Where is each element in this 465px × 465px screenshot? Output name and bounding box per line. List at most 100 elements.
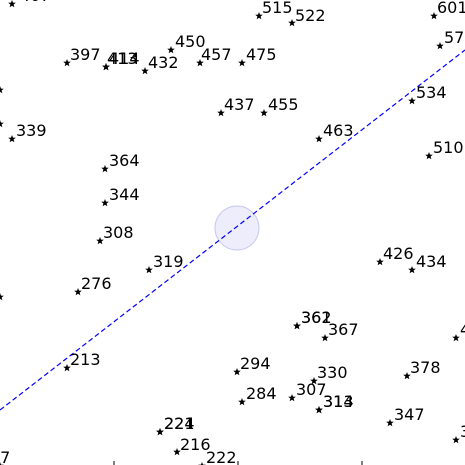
star-marker: 3 [452, 422, 465, 444]
star-marker: 434 [408, 252, 447, 274]
star-label: 294 [240, 354, 271, 373]
star-icon [63, 59, 71, 67]
star-icon [101, 165, 109, 173]
star-icon [293, 322, 301, 330]
star-marker: 216 [173, 435, 211, 456]
star-label: 578 [444, 28, 465, 47]
star-label: 457 [201, 45, 232, 64]
star-icon [74, 288, 82, 296]
star-marker: 455 [260, 95, 299, 117]
star-label: 534 [416, 83, 447, 102]
star-label: 319 [153, 252, 184, 271]
star-icon [0, 293, 4, 301]
star-label: 437 [224, 95, 255, 114]
star-icon [198, 462, 206, 465]
star-label: 222 [206, 448, 237, 465]
star-marker: 1 [0, 78, 4, 97]
star-label: 221 [164, 414, 195, 433]
star-label: 339 [16, 121, 47, 140]
star-marker: 276 [74, 274, 112, 296]
star-icon [408, 266, 416, 274]
star-icon [63, 364, 71, 372]
star-label: 4 [460, 320, 465, 339]
star-label: 475 [246, 45, 277, 64]
star-marker: 515 [255, 0, 293, 20]
star-label: 367 [328, 320, 359, 339]
star-label: 213 [70, 350, 101, 369]
star-marker: 8 [0, 112, 4, 131]
star-icon [452, 334, 460, 342]
star-marker: 07 [0, 448, 10, 465]
star-label: 224 [164, 414, 195, 433]
star-label: 522 [295, 6, 326, 25]
star-icon [425, 152, 433, 160]
star-label: 284 [246, 384, 277, 403]
star-icon [101, 199, 109, 207]
star-marker: 397 [63, 45, 101, 67]
star-marker: 361 [293, 308, 332, 330]
star-label: 362 [301, 308, 332, 327]
bottom-axis-ticks [113, 461, 363, 465]
star-icon [0, 86, 4, 94]
star-marker: 347 [386, 405, 425, 427]
star-label: 515 [262, 0, 293, 17]
star-marker: 426 [376, 244, 414, 266]
star-icon [156, 428, 164, 436]
star-icon [321, 334, 329, 342]
star-icon [315, 406, 323, 414]
star-marker: 450 [167, 32, 206, 54]
star-icon [403, 372, 411, 380]
star-label: 313 [323, 392, 354, 411]
star-label: 314 [323, 392, 354, 411]
star-marker: 221 [156, 414, 195, 436]
star-icon [96, 237, 104, 245]
star-icon [217, 109, 225, 117]
star-icon [386, 419, 394, 427]
star-icon [167, 46, 175, 54]
star-icon [233, 368, 241, 376]
star-icon [0, 120, 4, 128]
star-icon [102, 63, 110, 71]
star-label: 3 [460, 422, 465, 441]
star-marker: 314 [315, 392, 354, 414]
star-marker: 213 [63, 350, 101, 372]
star-label: 361 [301, 308, 332, 327]
star-icon [310, 377, 318, 385]
star-label: 07 [0, 448, 10, 465]
star-label: 414 [109, 49, 140, 68]
star-marker: 308 [96, 223, 134, 245]
star-marker: 463 [315, 121, 354, 143]
star-marker: 475 [238, 45, 277, 67]
star-icon [196, 59, 204, 67]
star-marker: 437 [217, 95, 255, 117]
star-icon [288, 19, 296, 27]
star-icon [255, 12, 263, 20]
star-marker: 339 [8, 121, 47, 143]
star-label: 463 [323, 121, 354, 140]
star-label: 330 [317, 363, 348, 382]
star-marker: 601 [430, 0, 465, 20]
star-label: 434 [416, 252, 447, 271]
star-label: 308 [103, 223, 134, 242]
star-label: 601 [437, 0, 465, 17]
star-marker: 407 [8, 0, 51, 8]
star-marker: 432 [141, 53, 179, 75]
star-marker: 510 [425, 138, 464, 160]
star-icon [238, 398, 246, 406]
star-marker: 534 [408, 83, 447, 105]
star-marker: 578 [436, 28, 465, 50]
star-icon [238, 59, 246, 67]
star-marker: 522 [288, 6, 326, 27]
star-marker: 378 [403, 358, 441, 380]
star-icon [430, 12, 438, 20]
star-label: 432 [148, 53, 179, 72]
star-label: 413 [107, 49, 138, 68]
star-marker: 4 [452, 320, 465, 342]
star-icon [288, 394, 296, 402]
star-label: 397 [70, 45, 101, 64]
star-marker: 222 [198, 448, 237, 465]
star-icon [260, 109, 268, 117]
